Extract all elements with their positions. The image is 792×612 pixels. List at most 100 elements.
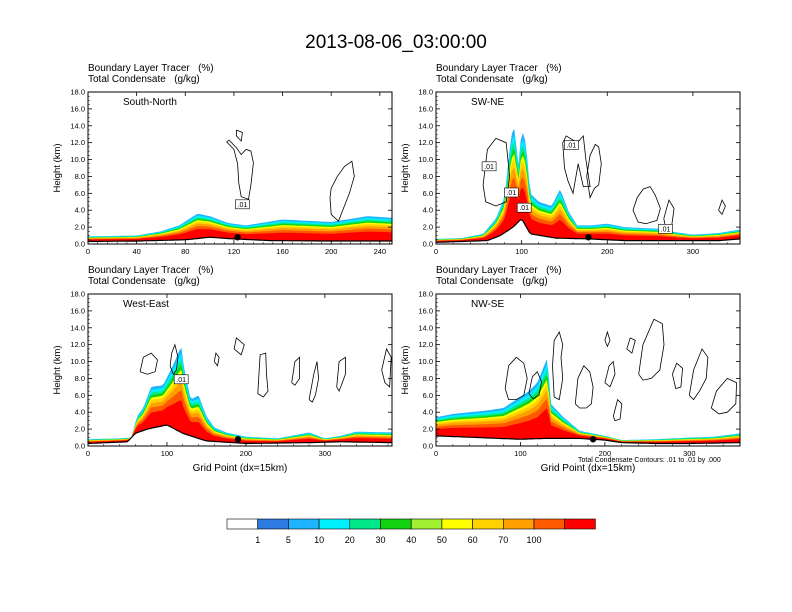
y-tick-label: 4.0 bbox=[423, 206, 433, 215]
panel-label: SW-NE bbox=[471, 97, 504, 108]
condensate-contour bbox=[528, 370, 543, 400]
location-marker bbox=[234, 436, 242, 443]
y-axis-label: Height (km) bbox=[52, 143, 63, 192]
y-tick-label: 18.0 bbox=[418, 290, 433, 299]
panel-header-nw-se: Boundary Layer Tracer (%) Total Condensa… bbox=[436, 265, 562, 287]
x-tick-label: 160 bbox=[276, 247, 289, 256]
field1-unit: (%) bbox=[546, 63, 562, 74]
condensate-contour bbox=[552, 330, 564, 401]
x-tick-label: 100 bbox=[161, 449, 174, 458]
y-tick-label: 2.0 bbox=[423, 223, 433, 232]
condensate-contour bbox=[213, 352, 220, 367]
x-tick-label: 240 bbox=[374, 247, 387, 256]
condensate-contour bbox=[710, 377, 738, 415]
y-tick-label: 8.0 bbox=[423, 172, 433, 181]
colorbar-label: 50 bbox=[437, 535, 447, 545]
y-tick-label: 8.0 bbox=[75, 172, 85, 181]
field2-unit: (g/kg) bbox=[174, 74, 200, 85]
terrain-line bbox=[87, 424, 392, 445]
x-tick-label: 100 bbox=[515, 247, 528, 256]
plot-area bbox=[88, 92, 392, 244]
terrain-fill bbox=[436, 219, 740, 244]
y-tick-label: 10.0 bbox=[418, 357, 433, 366]
condensate-contour bbox=[482, 137, 511, 207]
colorbar-label: 20 bbox=[345, 535, 355, 545]
x-tick-label: 300 bbox=[687, 247, 700, 256]
x-tick-label: 0 bbox=[434, 247, 438, 256]
y-axis-label: Height (km) bbox=[400, 345, 411, 394]
y-tick-label: 14.0 bbox=[70, 121, 85, 130]
colorbar-cell bbox=[502, 518, 535, 530]
condensate-contour bbox=[638, 318, 665, 381]
tracer-band-8 bbox=[88, 400, 392, 444]
panel-label: South-North bbox=[123, 97, 177, 108]
terrain-fill bbox=[88, 425, 392, 446]
terrain-fill bbox=[436, 435, 740, 446]
colorbar-label: 1 bbox=[255, 535, 260, 545]
y-tick-label: 16.0 bbox=[418, 306, 433, 315]
condensate-contour bbox=[688, 348, 709, 401]
y-tick-label: 0.0 bbox=[75, 442, 85, 451]
field1-name: Boundary Layer Tracer bbox=[88, 63, 190, 74]
condensate-contour bbox=[718, 199, 726, 216]
panel-header-sw-ne: Boundary Layer Tracer (%) Total Condensa… bbox=[436, 63, 562, 85]
contour-label-box bbox=[516, 202, 532, 213]
x-tick-label: 300 bbox=[319, 449, 332, 458]
y-tick-label: 10.0 bbox=[70, 357, 85, 366]
y-tick-label: 8.0 bbox=[423, 374, 433, 383]
panel-2: .01 0.0 2.0 4.0 6.0 8.0 10.0 12.0 14.0 16.0 18.0 0 1… bbox=[52, 290, 393, 474]
condensate-contour bbox=[604, 330, 611, 348]
location-marker bbox=[585, 234, 592, 241]
contour-label-box bbox=[504, 187, 519, 198]
y-tick-label: 8.0 bbox=[75, 374, 85, 383]
location-marker bbox=[589, 436, 597, 443]
contour-label: .01 bbox=[238, 202, 248, 209]
condensate-contour bbox=[574, 365, 594, 409]
colorbar-cell bbox=[441, 518, 473, 530]
x-tick-label: 80 bbox=[181, 247, 189, 256]
condensate-contour bbox=[381, 347, 392, 388]
x-tick-label: 200 bbox=[325, 247, 338, 256]
y-axis-label: Height (km) bbox=[52, 345, 63, 394]
condensate-contour bbox=[586, 143, 602, 199]
y-tick-label: 14.0 bbox=[70, 323, 85, 332]
condensate-contour bbox=[612, 398, 623, 422]
panel-header-south-north: Boundary Layer Tracer (%) Total Condensa… bbox=[88, 63, 214, 85]
y-tick-label: 16.0 bbox=[70, 104, 85, 113]
condensate-contour bbox=[291, 356, 300, 386]
y-tick-label: 0.0 bbox=[423, 240, 433, 249]
y-tick-label: 12.0 bbox=[418, 138, 433, 147]
condensate-contour bbox=[169, 343, 179, 376]
colorbar-label: 10 bbox=[314, 535, 324, 545]
location-marker bbox=[234, 234, 241, 241]
condensate-contour bbox=[504, 356, 528, 400]
panel-1: .01 .01 .01 .01 .01 0.0 2.0 4.0 6.0 8.0 10.0 12.0 14… bbox=[400, 88, 741, 256]
field2-unit: (g/kg) bbox=[522, 74, 548, 85]
x-tick-label: 0 bbox=[86, 449, 90, 458]
colorbar-cell bbox=[472, 518, 504, 530]
y-tick-label: 14.0 bbox=[418, 323, 433, 332]
y-tick-label: 0.0 bbox=[423, 442, 433, 451]
condensate-contour bbox=[308, 361, 320, 403]
x-tick-label: 0 bbox=[86, 247, 90, 256]
field2-unit: (g/kg) bbox=[522, 276, 548, 287]
contour-label: .01 bbox=[566, 143, 576, 150]
x-tick-label: 100 bbox=[514, 449, 527, 458]
y-axis-label: Height (km) bbox=[400, 143, 411, 192]
y-tick-label: 6.0 bbox=[423, 189, 433, 198]
y-tick-label: 4.0 bbox=[75, 408, 85, 417]
field1-name: Boundary Layer Tracer bbox=[88, 265, 190, 276]
colorbar-cell bbox=[564, 518, 596, 530]
condensate-contour bbox=[604, 360, 616, 388]
contour-label: .01 bbox=[176, 377, 186, 384]
y-tick-label: 10.0 bbox=[70, 155, 85, 164]
tracer-band-8 bbox=[436, 408, 740, 444]
y-tick-label: 14.0 bbox=[418, 121, 433, 130]
field1-unit: (%) bbox=[198, 63, 214, 74]
colorbar-cell bbox=[533, 518, 566, 530]
y-tick-label: 2.0 bbox=[423, 425, 433, 434]
x-tick-label: 200 bbox=[601, 247, 614, 256]
panel-0: .01 0.0 2.0 4.0 6.0 8.0 10.0 12.0 14.0 16.0 18.0 0 4… bbox=[52, 88, 393, 256]
tracer-band-8 bbox=[436, 187, 740, 243]
